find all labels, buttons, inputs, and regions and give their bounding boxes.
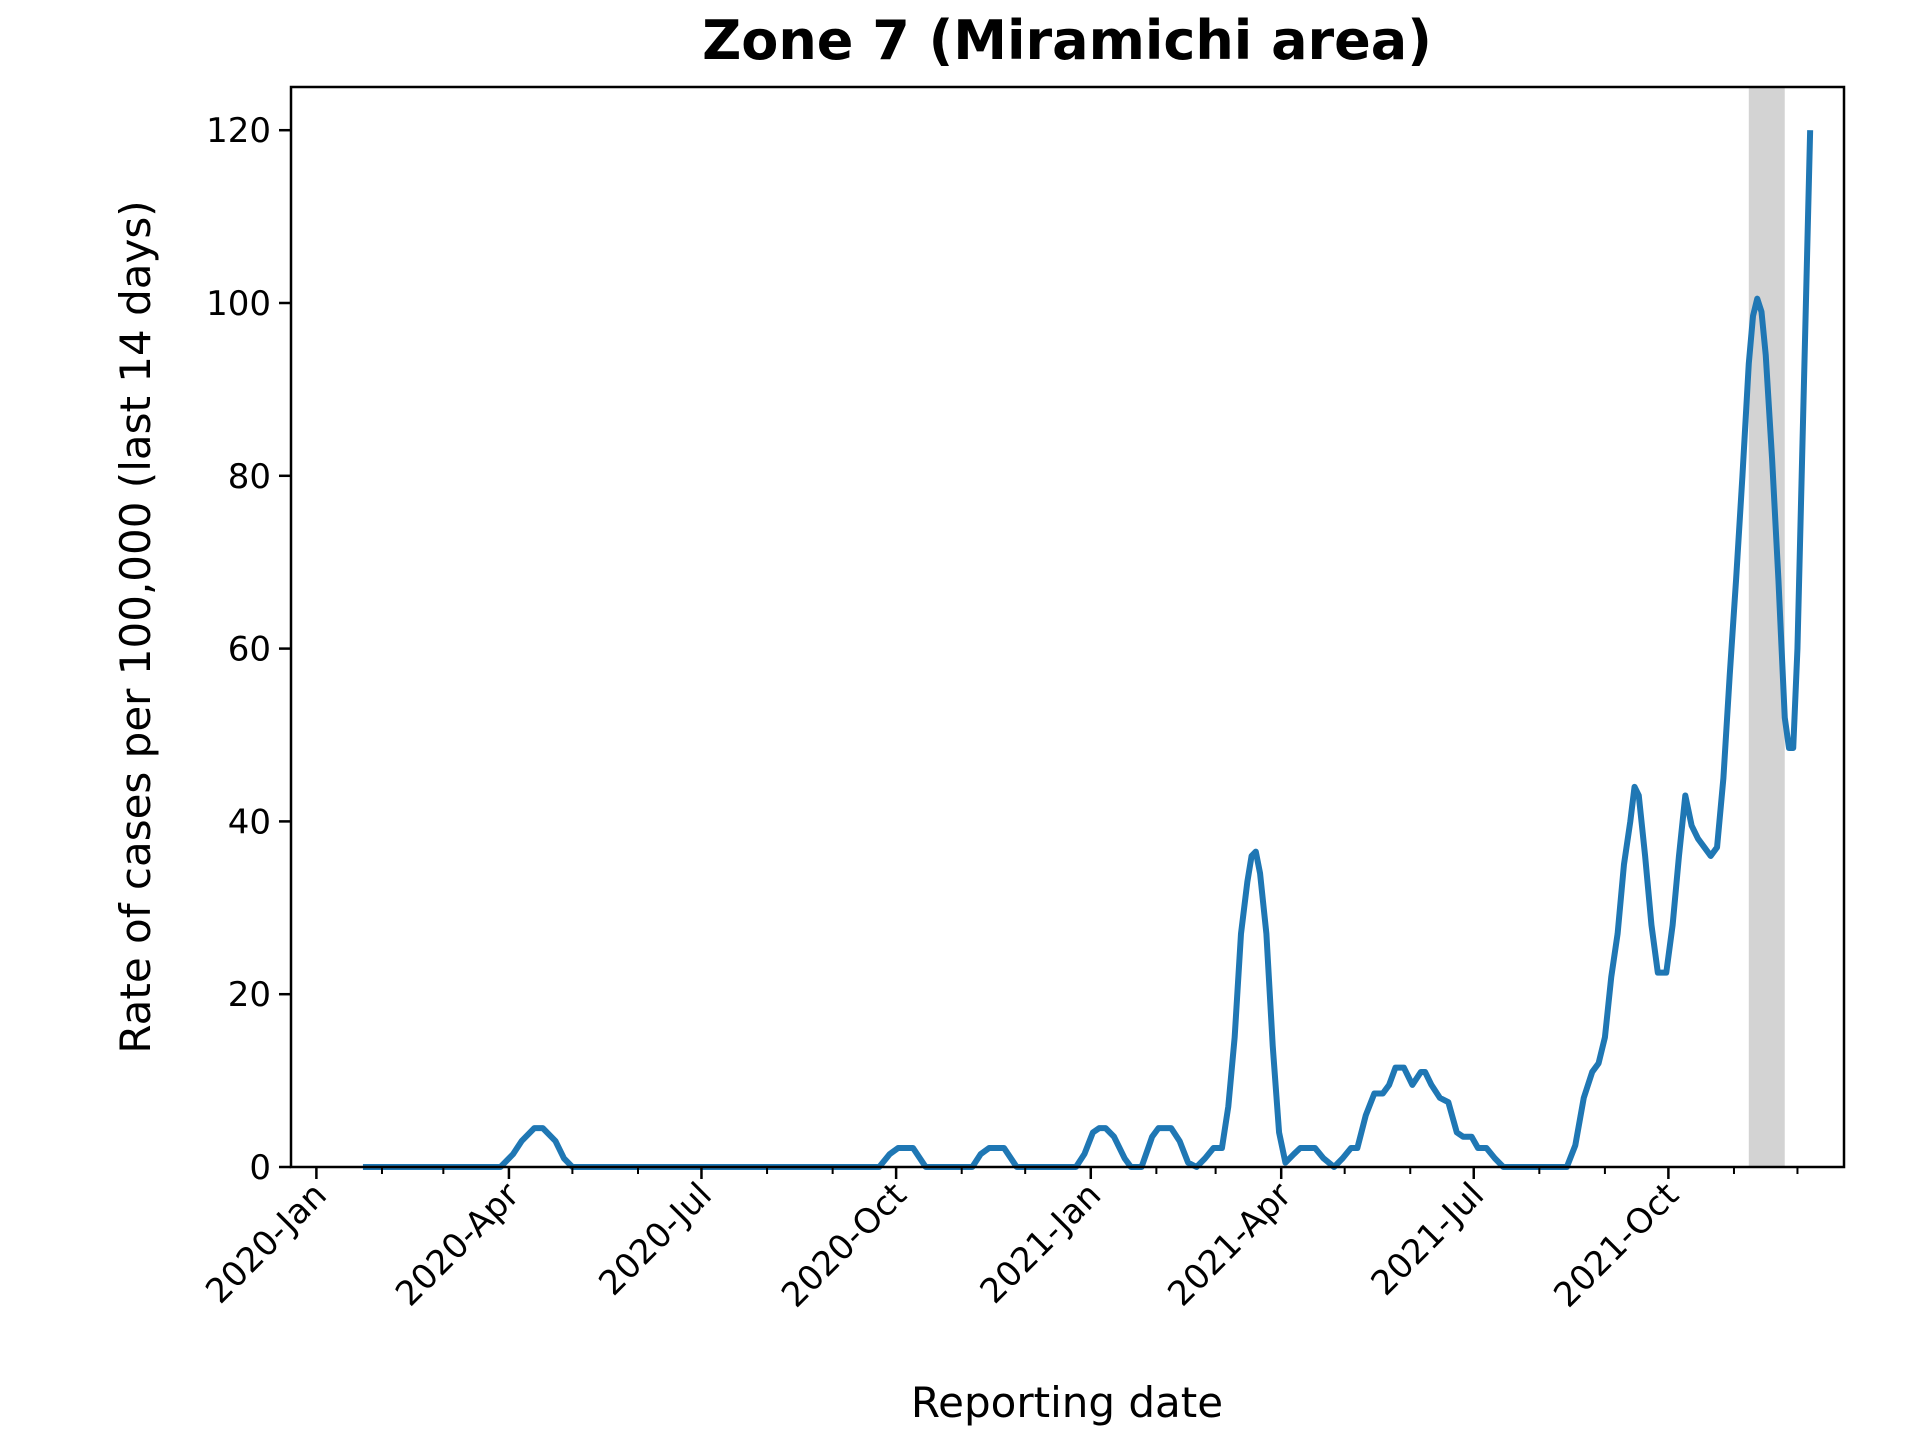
y-tick-label: 120 [206, 111, 271, 151]
x-tick-label: 2021-Jul [1364, 1175, 1492, 1303]
x-tick-label: 2020-Apr [388, 1175, 527, 1314]
series-line-0 [362, 130, 1814, 1170]
y-axis-label: Rate of cases per 100,000 (last 14 days) [111, 200, 160, 1053]
x-axis-label: Reporting date [911, 1378, 1223, 1427]
x-tick-label: 2020-Oct [774, 1175, 914, 1315]
y-tick-label: 20 [228, 975, 271, 1015]
x-tick-label: 2021-Oct [1546, 1175, 1686, 1315]
series-layer [362, 130, 1814, 1170]
chart-title: Zone 7 (Miramichi area) [702, 9, 1432, 72]
x-tick-label: 2020-Jul [591, 1175, 719, 1303]
x-tick-label: 2021-Apr [1160, 1175, 1299, 1314]
y-tick-label: 40 [228, 802, 271, 842]
y-tick-label: 100 [206, 284, 271, 324]
y-axis: 0 20 40 60 80 100 120 [206, 111, 291, 1188]
plot-area-frame [289, 85, 1846, 1169]
x-tick-label: 2020-Jan [198, 1175, 335, 1312]
x-axis: 2020-Jan 2020-Apr 2020-Jul 2020-Oct 2021-Jan… [198, 1167, 1799, 1315]
y-tick-label: 60 [228, 630, 271, 670]
x-tick-label: 2021-Jan [973, 1175, 1110, 1312]
y-tick-label: 80 [228, 457, 271, 497]
y-tick-label: 0 [249, 1148, 271, 1188]
